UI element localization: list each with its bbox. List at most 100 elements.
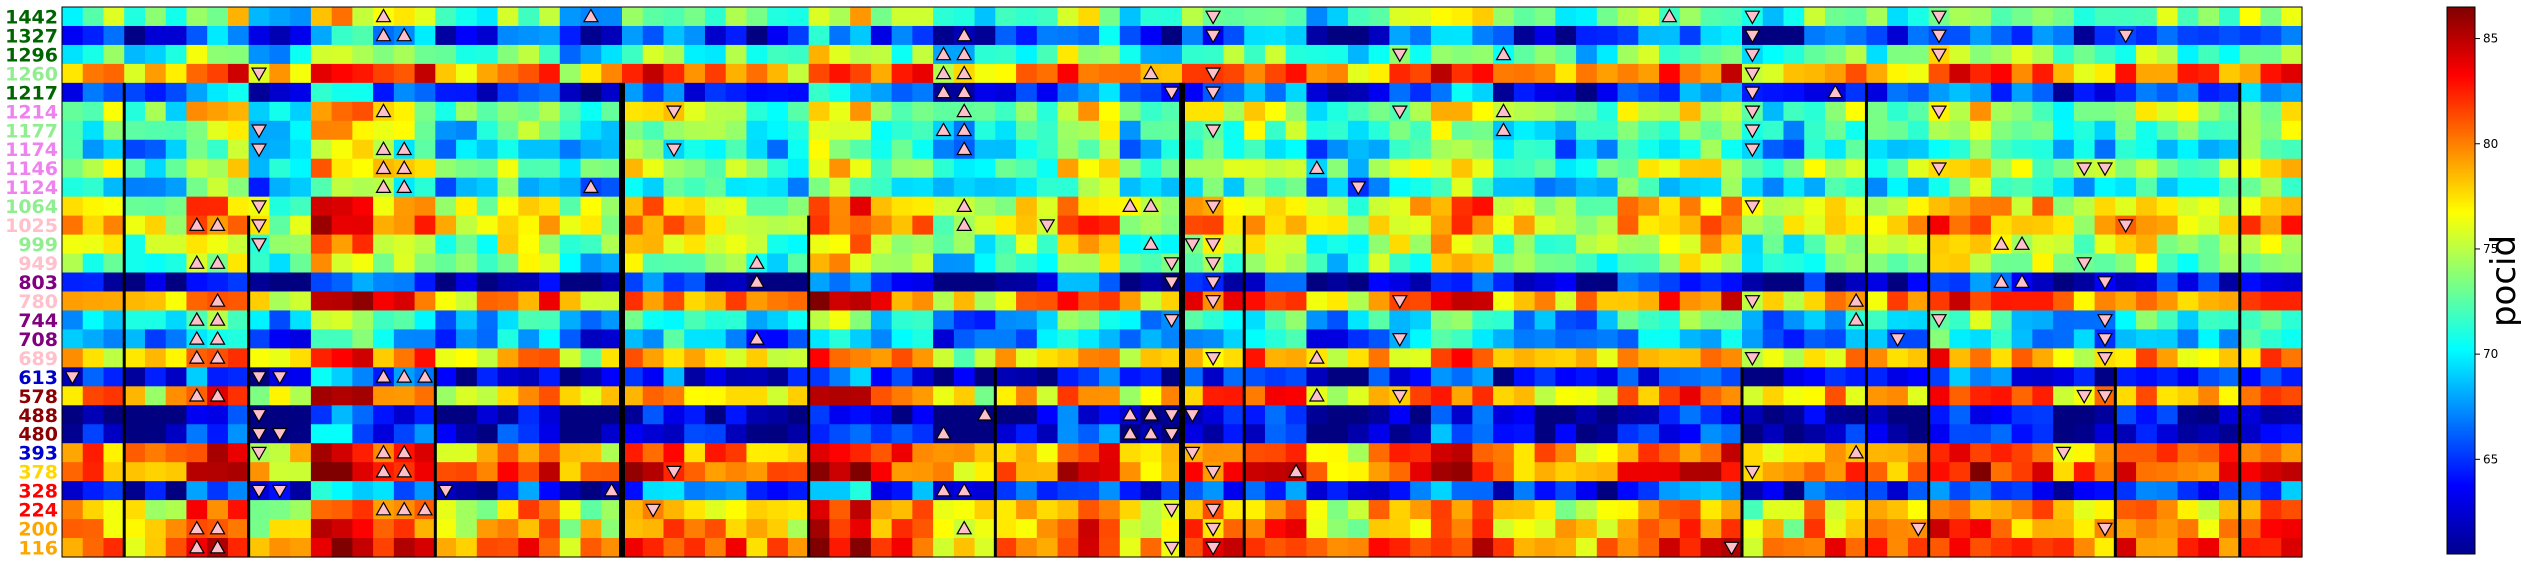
heatmap-cell bbox=[1368, 348, 1391, 368]
marker-up-triangle bbox=[1993, 273, 2010, 288]
marker-down-triangle bbox=[1205, 124, 1222, 139]
heatmap-cell bbox=[1721, 462, 1743, 482]
heatmap-cell bbox=[559, 272, 582, 293]
heatmap-cell bbox=[2260, 120, 2282, 141]
heatmap-cell bbox=[684, 101, 706, 122]
heatmap-cell bbox=[2198, 272, 2220, 293]
heatmap-cell bbox=[622, 538, 644, 558]
heatmap-cell bbox=[310, 405, 333, 425]
heatmap-cell bbox=[1410, 348, 1432, 368]
heatmap-cell bbox=[1513, 215, 1536, 236]
heatmap-cell bbox=[1721, 44, 1743, 65]
heatmap-cell bbox=[642, 120, 665, 141]
heatmap-cell bbox=[352, 139, 374, 160]
heatmap-cell bbox=[870, 7, 893, 27]
heatmap-cell bbox=[995, 405, 1017, 425]
heatmap-cell bbox=[2032, 519, 2054, 539]
heatmap-cell bbox=[414, 63, 436, 84]
heatmap-cell bbox=[1430, 424, 1453, 444]
heatmap-cell bbox=[2156, 424, 2179, 444]
heatmap-cell bbox=[1576, 386, 1598, 406]
marker-up-triangle bbox=[935, 122, 952, 137]
heatmap-cell bbox=[1721, 234, 1743, 255]
marker-down-triangle bbox=[1163, 314, 1180, 329]
heatmap-cell bbox=[1617, 424, 1639, 444]
heatmap-cell bbox=[207, 234, 229, 255]
heatmap-cell bbox=[331, 215, 353, 236]
heatmap-cell bbox=[1534, 25, 1556, 46]
heatmap-cell bbox=[227, 234, 250, 255]
heatmap-cell bbox=[2177, 405, 2199, 425]
heatmap-cell bbox=[1078, 7, 1100, 27]
heatmap-cell bbox=[1617, 405, 1639, 425]
heatmap-cell bbox=[518, 310, 540, 331]
heatmap-cell bbox=[497, 139, 519, 160]
heatmap-cell bbox=[2073, 291, 2096, 312]
heatmap-cell bbox=[456, 538, 478, 558]
heatmap-cell bbox=[1306, 139, 1328, 160]
heatmap-cell bbox=[1410, 538, 1432, 558]
heatmap-cell bbox=[1907, 367, 1930, 387]
heatmap-cell bbox=[2156, 63, 2179, 84]
heatmap-cell bbox=[787, 234, 810, 255]
heatmap-cell bbox=[1016, 158, 1038, 179]
heatmap-cell bbox=[2032, 291, 2054, 312]
heatmap-cell bbox=[1368, 120, 1391, 141]
heatmap-cell bbox=[891, 215, 913, 236]
heatmap-cell bbox=[248, 348, 271, 368]
heatmap-cell bbox=[953, 7, 976, 27]
heatmap-cell bbox=[435, 215, 457, 236]
heatmap-cell bbox=[539, 272, 561, 293]
heatmap-cell bbox=[62, 424, 84, 444]
marker-up-triangle bbox=[375, 103, 392, 118]
heatmap-cell bbox=[1493, 424, 1515, 444]
heatmap-cell bbox=[352, 462, 374, 482]
heatmap-cell bbox=[1990, 253, 2013, 274]
heatmap-cell bbox=[1887, 538, 1909, 558]
heatmap-cell bbox=[414, 443, 436, 463]
heatmap-cell bbox=[1264, 424, 1287, 444]
heatmap-cell bbox=[331, 481, 353, 501]
heatmap-cell bbox=[435, 101, 457, 122]
heatmap-cell bbox=[808, 196, 831, 217]
heatmap-cell bbox=[767, 234, 789, 255]
heatmap-cell bbox=[1887, 272, 1909, 293]
heatmap-cell bbox=[622, 215, 644, 236]
heatmap-cell bbox=[1907, 386, 1930, 406]
heatmap-cell bbox=[1762, 462, 1785, 482]
heatmap-cell bbox=[1659, 63, 1681, 84]
heatmap-cell bbox=[1576, 405, 1598, 425]
heatmap-cell bbox=[1285, 196, 1308, 217]
heatmap-cell bbox=[124, 500, 146, 520]
heatmap-cell bbox=[912, 519, 934, 539]
heatmap-cell bbox=[601, 25, 623, 46]
heatmap-cell bbox=[103, 462, 125, 482]
heatmap-cell bbox=[124, 291, 146, 312]
heatmap-cell bbox=[684, 405, 706, 425]
heatmap-cell bbox=[103, 196, 125, 217]
heatmap-cell bbox=[2156, 120, 2179, 141]
heatmap-cell bbox=[850, 519, 872, 539]
heatmap-cell bbox=[1679, 329, 1702, 349]
heatmap-cell bbox=[953, 443, 976, 463]
heatmap-cell bbox=[1555, 443, 1577, 463]
marker-down-triangle bbox=[64, 371, 81, 386]
marker-down-triangle bbox=[1163, 408, 1180, 424]
heatmap-cell bbox=[891, 25, 913, 46]
heatmap-cell bbox=[1783, 367, 1805, 387]
marker-down-triangle bbox=[1744, 86, 1761, 101]
heatmap-cell bbox=[1202, 329, 1225, 349]
heatmap-cell bbox=[829, 44, 851, 65]
heatmap-cell bbox=[912, 196, 934, 217]
heatmap-cell bbox=[227, 63, 250, 84]
marker-up-triangle bbox=[935, 84, 952, 99]
heatmap-cell bbox=[1555, 139, 1577, 160]
heatmap-cell bbox=[144, 462, 167, 482]
heatmap-cell bbox=[2281, 462, 2303, 482]
heatmap-cell bbox=[1555, 158, 1577, 179]
heatmap-cell bbox=[953, 158, 976, 179]
heatmap-cell bbox=[1306, 63, 1328, 84]
heatmap-cell bbox=[1866, 234, 1888, 255]
heatmap-cell bbox=[1887, 462, 1909, 482]
marker-up-triangle bbox=[416, 501, 434, 516]
